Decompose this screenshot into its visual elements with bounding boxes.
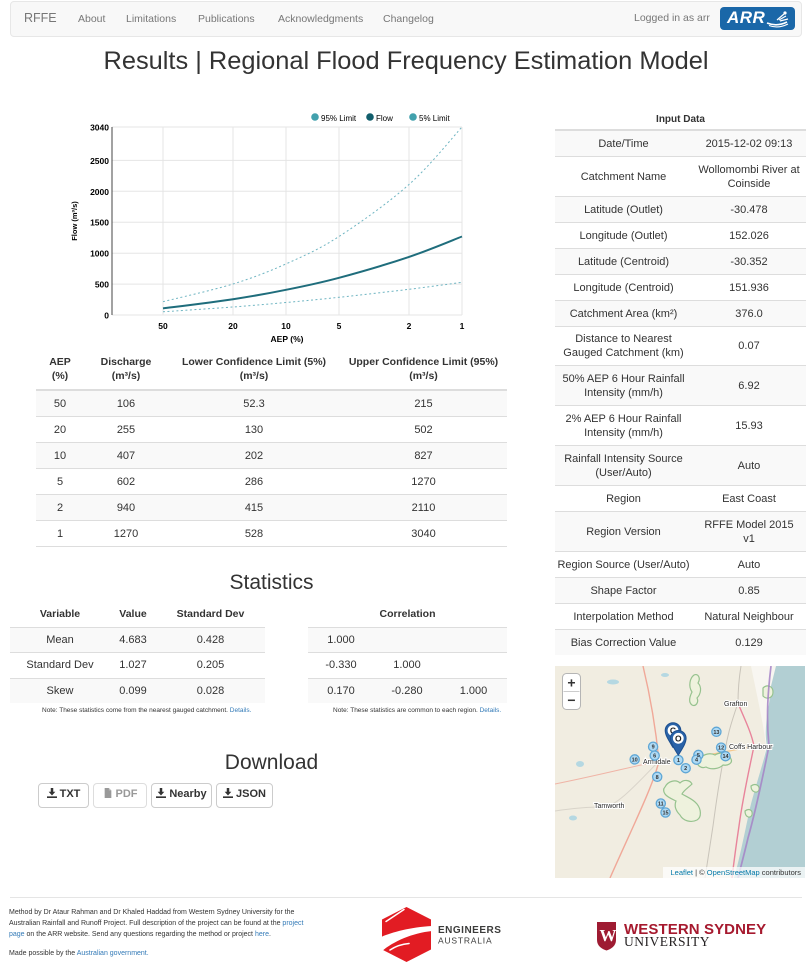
svg-text:14: 14 — [722, 754, 729, 760]
svg-text:5: 5 — [697, 753, 700, 759]
svg-text:11: 11 — [658, 802, 664, 808]
svg-text:O: O — [675, 733, 682, 743]
svg-text:Leaflet | © OpenStreetMap cont: Leaflet | © OpenStreetMap contributors — [671, 868, 802, 877]
svg-text:−: − — [567, 692, 575, 708]
svg-text:13: 13 — [713, 730, 719, 736]
svg-text:15: 15 — [662, 811, 668, 817]
svg-text:95% Limit: 95% Limit — [321, 114, 357, 123]
svg-text:2: 2 — [684, 766, 687, 772]
svg-text:5% Limit: 5% Limit — [419, 114, 450, 123]
svg-text:Coffs Harbour: Coffs Harbour — [729, 744, 773, 751]
svg-text:1500: 1500 — [90, 218, 109, 228]
svg-text:8: 8 — [656, 775, 659, 781]
svg-text:Grafton: Grafton — [724, 701, 747, 708]
svg-text:AUSTRALIA: AUSTRALIA — [438, 936, 492, 946]
svg-text:1: 1 — [677, 758, 680, 764]
svg-text:3040: 3040 — [90, 123, 109, 133]
svg-text:0: 0 — [104, 311, 109, 321]
svg-text:Tamworth: Tamworth — [594, 803, 624, 810]
svg-text:WESTERN SYDNEY: WESTERN SYDNEY — [624, 921, 766, 938]
svg-text:10: 10 — [632, 757, 638, 763]
svg-text:1: 1 — [460, 321, 465, 331]
svg-text:2500: 2500 — [90, 156, 109, 166]
svg-text:UNIVERSITY: UNIVERSITY — [624, 934, 710, 949]
svg-text:2: 2 — [407, 321, 412, 331]
svg-text:4: 4 — [695, 758, 699, 764]
svg-text:500: 500 — [95, 280, 109, 290]
svg-text:Armidale: Armidale — [643, 759, 671, 766]
svg-text:5: 5 — [337, 321, 342, 331]
svg-text:Flow (m³/s): Flow (m³/s) — [70, 201, 79, 241]
svg-text:9: 9 — [652, 745, 655, 751]
svg-text:12: 12 — [718, 746, 724, 752]
svg-text:ENGINEERS: ENGINEERS — [438, 925, 501, 936]
svg-text:10: 10 — [281, 321, 291, 331]
svg-text:AEP (%): AEP (%) — [271, 334, 304, 344]
svg-text:W: W — [600, 926, 617, 945]
svg-text:C: C — [670, 726, 676, 736]
svg-text:6: 6 — [653, 754, 656, 760]
svg-text:2000: 2000 — [90, 187, 109, 197]
svg-text:Flow: Flow — [376, 114, 393, 123]
svg-text:1000: 1000 — [90, 249, 109, 259]
svg-text:20: 20 — [228, 321, 238, 331]
svg-text:+: + — [567, 675, 575, 691]
svg-text:50: 50 — [158, 321, 168, 331]
